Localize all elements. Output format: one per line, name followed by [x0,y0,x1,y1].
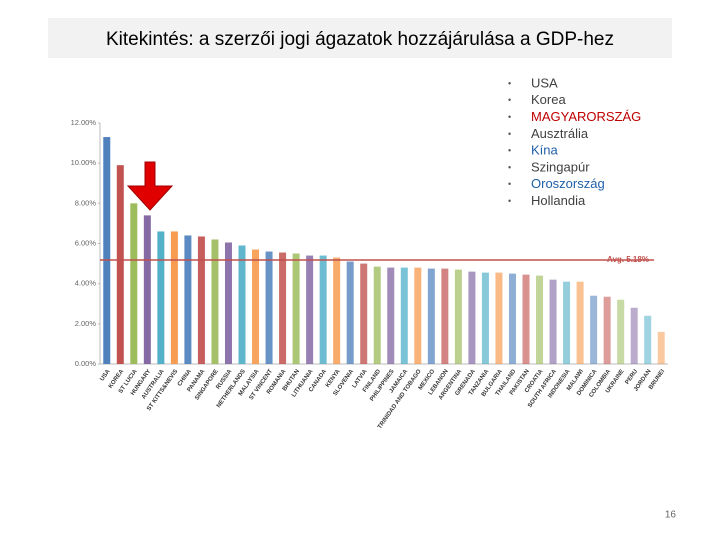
bullet-dot: • [508,162,511,172]
y-tick-label: 0.00% [75,359,97,368]
bar [238,245,246,364]
slide-title: Kitekintés: a szerzői jogi ágazatok hozz… [106,29,614,50]
bar [508,273,516,364]
bar [400,267,408,364]
bar [170,231,178,364]
y-tick-label: 6.00% [75,238,97,247]
bar [454,269,462,364]
bullet-text: Kína [531,143,559,158]
arrow [126,161,174,211]
bullet-dot: • [508,196,511,206]
bullet-dot: • [508,78,511,88]
bullet-text: Hollandia [531,193,586,208]
bar [211,239,219,364]
bar [292,253,300,364]
y-tick-label: 4.00% [75,279,97,288]
bar [306,255,314,364]
bar [576,281,584,364]
bar [590,295,598,364]
bar [387,267,395,364]
bar [130,203,138,364]
bar [563,281,571,364]
bar [603,296,611,364]
average-label: Avg. 5.18% [607,255,649,264]
bar [346,261,354,364]
bullet-text: Szingapúr [531,159,590,174]
bullet-text: MAGYARORSZÁG [531,109,641,124]
bullet-text: Ausztrália [531,126,589,141]
bar [184,235,192,364]
bar [657,331,665,364]
bar [549,279,557,364]
bullet-text: Oroszország [531,176,605,191]
bar [617,299,625,364]
bar [103,137,111,364]
bullet-dot: • [508,112,511,122]
y-tick-label: 10.00% [71,158,97,167]
bar [333,257,341,364]
y-tick-label: 12.00% [71,118,97,127]
bar [522,274,530,364]
bar [468,271,476,364]
bar [630,307,638,364]
bar [481,272,489,364]
bar [495,272,503,364]
bullet-dot: • [508,95,511,105]
bar [427,268,435,364]
y-tick-label: 8.00% [75,198,97,207]
bar [414,267,422,364]
bar [116,165,124,364]
title-box [48,18,672,58]
y-tick-label: 2.00% [75,319,97,328]
bar [536,275,544,364]
bar [265,251,273,364]
bar [143,215,151,364]
bar [373,266,381,364]
page-number: 16 [665,510,677,521]
bar [224,242,232,364]
bullet-dot: • [508,129,511,139]
bullet-dot: • [508,146,511,156]
bar [279,252,287,364]
bar [441,268,449,364]
bar [360,263,368,364]
bar [197,236,205,364]
bullet-dot: • [508,179,511,189]
bullet-text: USA [531,75,558,90]
bar [644,315,652,364]
bullet-text: Korea [531,92,566,107]
bar [157,231,165,364]
bar [319,255,327,364]
x-tick-label: USA [100,368,113,382]
bar [252,249,260,364]
